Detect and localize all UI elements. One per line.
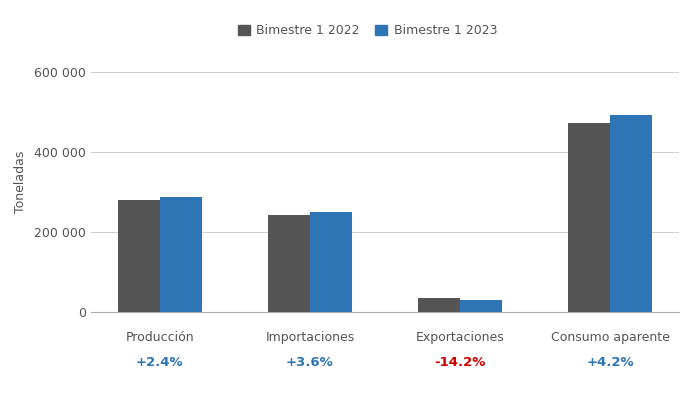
Bar xyxy=(610,115,652,312)
Bar xyxy=(418,298,460,312)
Y-axis label: Toneladas: Toneladas xyxy=(14,151,27,213)
Bar xyxy=(268,215,310,312)
Bar xyxy=(118,200,160,312)
Text: -14.2%: -14.2% xyxy=(435,356,486,370)
Bar xyxy=(160,197,202,312)
Text: +2.4%: +2.4% xyxy=(136,356,183,370)
Legend: Bimestre 1 2022, Bimestre 1 2023: Bimestre 1 2022, Bimestre 1 2023 xyxy=(232,19,502,42)
Bar xyxy=(568,123,610,312)
Bar xyxy=(460,300,502,312)
Text: +3.6%: +3.6% xyxy=(286,356,334,370)
Text: +4.2%: +4.2% xyxy=(587,356,634,370)
Bar xyxy=(310,212,352,312)
